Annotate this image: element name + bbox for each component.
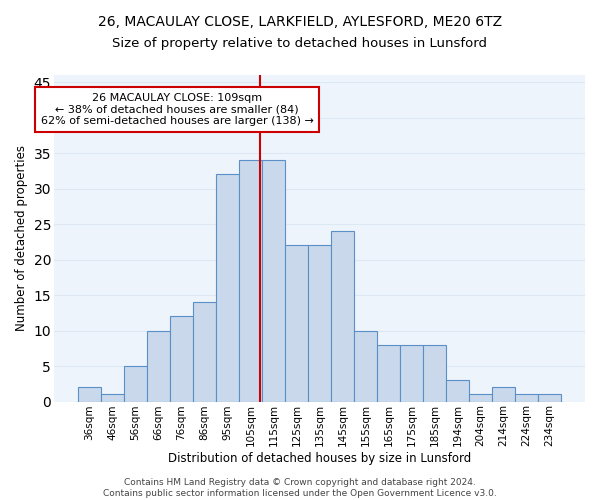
Bar <box>262 160 285 402</box>
Bar <box>423 345 446 402</box>
Bar <box>216 174 239 402</box>
Bar <box>377 345 400 402</box>
Y-axis label: Number of detached properties: Number of detached properties <box>15 146 28 332</box>
Bar <box>193 302 216 402</box>
Bar <box>354 330 377 402</box>
Bar <box>101 394 124 402</box>
Bar <box>285 246 308 402</box>
Bar <box>239 160 262 402</box>
Bar <box>446 380 469 402</box>
Text: 26 MACAULAY CLOSE: 109sqm
← 38% of detached houses are smaller (84)
62% of semi-: 26 MACAULAY CLOSE: 109sqm ← 38% of detac… <box>41 92 313 126</box>
Bar <box>308 246 331 402</box>
X-axis label: Distribution of detached houses by size in Lunsford: Distribution of detached houses by size … <box>168 452 471 465</box>
Bar <box>170 316 193 402</box>
Bar <box>400 345 423 402</box>
Bar <box>538 394 561 402</box>
Text: Contains HM Land Registry data © Crown copyright and database right 2024.
Contai: Contains HM Land Registry data © Crown c… <box>103 478 497 498</box>
Bar <box>124 366 147 402</box>
Bar <box>492 388 515 402</box>
Text: Size of property relative to detached houses in Lunsford: Size of property relative to detached ho… <box>113 38 487 51</box>
Bar <box>78 388 101 402</box>
Bar <box>331 231 354 402</box>
Bar <box>515 394 538 402</box>
Bar <box>147 330 170 402</box>
Text: 26, MACAULAY CLOSE, LARKFIELD, AYLESFORD, ME20 6TZ: 26, MACAULAY CLOSE, LARKFIELD, AYLESFORD… <box>98 15 502 29</box>
Bar <box>469 394 492 402</box>
